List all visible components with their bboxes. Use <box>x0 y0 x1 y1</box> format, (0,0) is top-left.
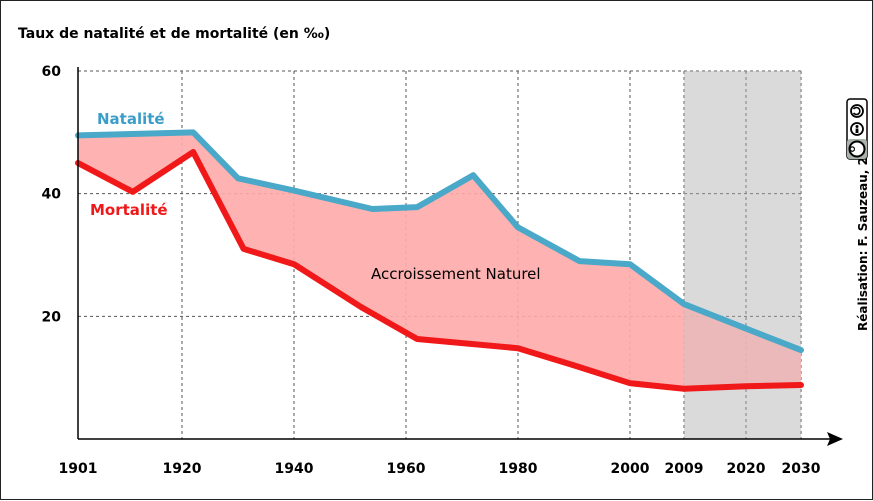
x-tick-label: 1980 <box>499 461 538 477</box>
natural-increase-area <box>78 132 801 389</box>
x-axis-arrow-icon <box>827 432 843 446</box>
x-tick-label: 2009 <box>665 461 704 477</box>
y-axis-label: Taux de natalité et de mortalité (en ‰) <box>18 26 330 42</box>
x-tick-label: 1960 <box>387 461 426 477</box>
cc-by-nc-sa-icon <box>846 98 868 160</box>
series-label-natalite: Natalité <box>97 110 165 128</box>
series-label-mortalite: Mortalité <box>90 201 168 219</box>
x-tick-label: 1901 <box>59 461 98 477</box>
series-line-natalite <box>75 129 804 354</box>
x-tick-label: 2000 <box>611 461 650 477</box>
x-tick-label: 1940 <box>275 461 314 477</box>
series-line-mortalite <box>75 148 804 392</box>
y-tick-label: 20 <box>42 309 62 325</box>
area-annotation: Accroissement Naturel <box>371 265 541 283</box>
projection-overlay <box>684 71 801 439</box>
y-tick-label: 60 <box>42 64 62 80</box>
x-tick-label: 2030 <box>782 461 821 477</box>
y-tick-label: 40 <box>42 187 62 203</box>
x-tick-label: 1920 <box>163 461 202 477</box>
x-tick-label: 2020 <box>727 461 766 477</box>
credit-text: Réalisation: F. Sauzeau, 2017 <box>856 132 870 331</box>
